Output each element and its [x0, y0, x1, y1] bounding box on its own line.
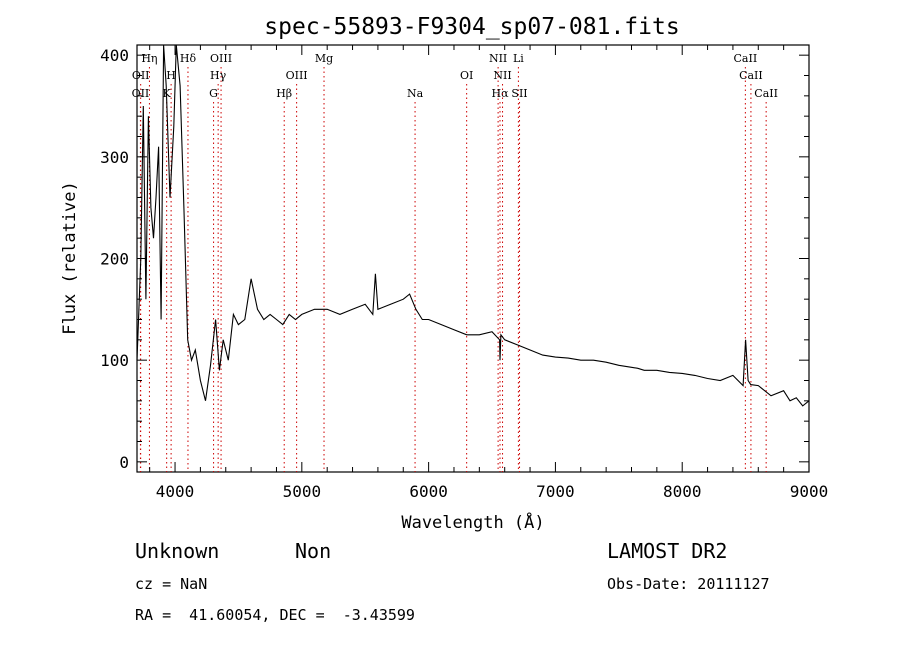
line-marker-label: SII	[511, 87, 527, 100]
line-marker-label: OI	[460, 69, 473, 82]
line-marker-label: NII	[489, 52, 507, 65]
plot-area: OIIOIIHηKHHδGHγOIIIHβOIIIMgNaOINIIHαNIIL…	[100, 44, 828, 501]
x-tick-label: 9000	[790, 482, 829, 501]
axis-ticks: 4000 5000 6000 7000 8000 9000 0 100 200 300 400	[100, 45, 828, 501]
class-text: Unknown	[135, 539, 219, 563]
line-marker-label: CaII	[739, 69, 763, 82]
line-marker-label: Hδ	[180, 52, 197, 65]
line-marker-label: NII	[493, 69, 511, 82]
x-tick-label: 6000	[409, 482, 448, 501]
spectrum-line	[136, 44, 810, 407]
line-marker-label: H	[166, 69, 176, 82]
line-marker-label: K	[163, 87, 172, 100]
subclass-text: Non	[295, 539, 331, 563]
x-tick-label: 5000	[283, 482, 322, 501]
y-tick-label: 200	[100, 250, 129, 269]
y-tick-label: 400	[100, 46, 129, 65]
line-marker-label: Li	[513, 52, 524, 65]
line-marker-label: Hβ	[276, 87, 292, 100]
y-tick-label: 300	[100, 148, 129, 167]
y-tick-label: 100	[100, 351, 129, 370]
coords-text: RA = 41.60054, DEC = -3.43599	[135, 606, 415, 624]
survey-text: LAMOST DR2	[607, 539, 727, 563]
cz-text: cz = NaN	[135, 575, 207, 593]
obs-date-text: Obs-Date: 20111127	[607, 575, 770, 593]
line-marker-label: CaII	[734, 52, 758, 65]
x-tick-label: 7000	[536, 482, 575, 501]
line-marker-label: OIII	[210, 52, 232, 65]
line-marker-label: Hα	[491, 87, 509, 100]
line-marker-label: Na	[407, 87, 424, 100]
line-marker-label: G	[209, 87, 218, 100]
line-marker-label: OIII	[286, 69, 308, 82]
line-marker-label: Hγ	[210, 69, 227, 82]
line-marker-label: Mg	[315, 52, 333, 65]
y-axis-label: Flux (relative)	[60, 181, 80, 335]
plot-frame	[136, 44, 810, 473]
y-tick-label: 0	[119, 453, 129, 472]
x-tick-label: 8000	[663, 482, 702, 501]
x-axis-label: Wavelength (Å)	[401, 511, 544, 533]
chart-title: spec-55893-F9304_sp07-081.fits	[264, 14, 679, 40]
line-markers: OIIOIIHηKHHδGHγOIIIHβOIIIMgNaOINIIHαNIIL…	[132, 52, 778, 472]
line-marker-label: Hη	[141, 52, 157, 65]
x-tick-label: 4000	[156, 482, 195, 501]
line-marker-label: CaII	[754, 87, 778, 100]
